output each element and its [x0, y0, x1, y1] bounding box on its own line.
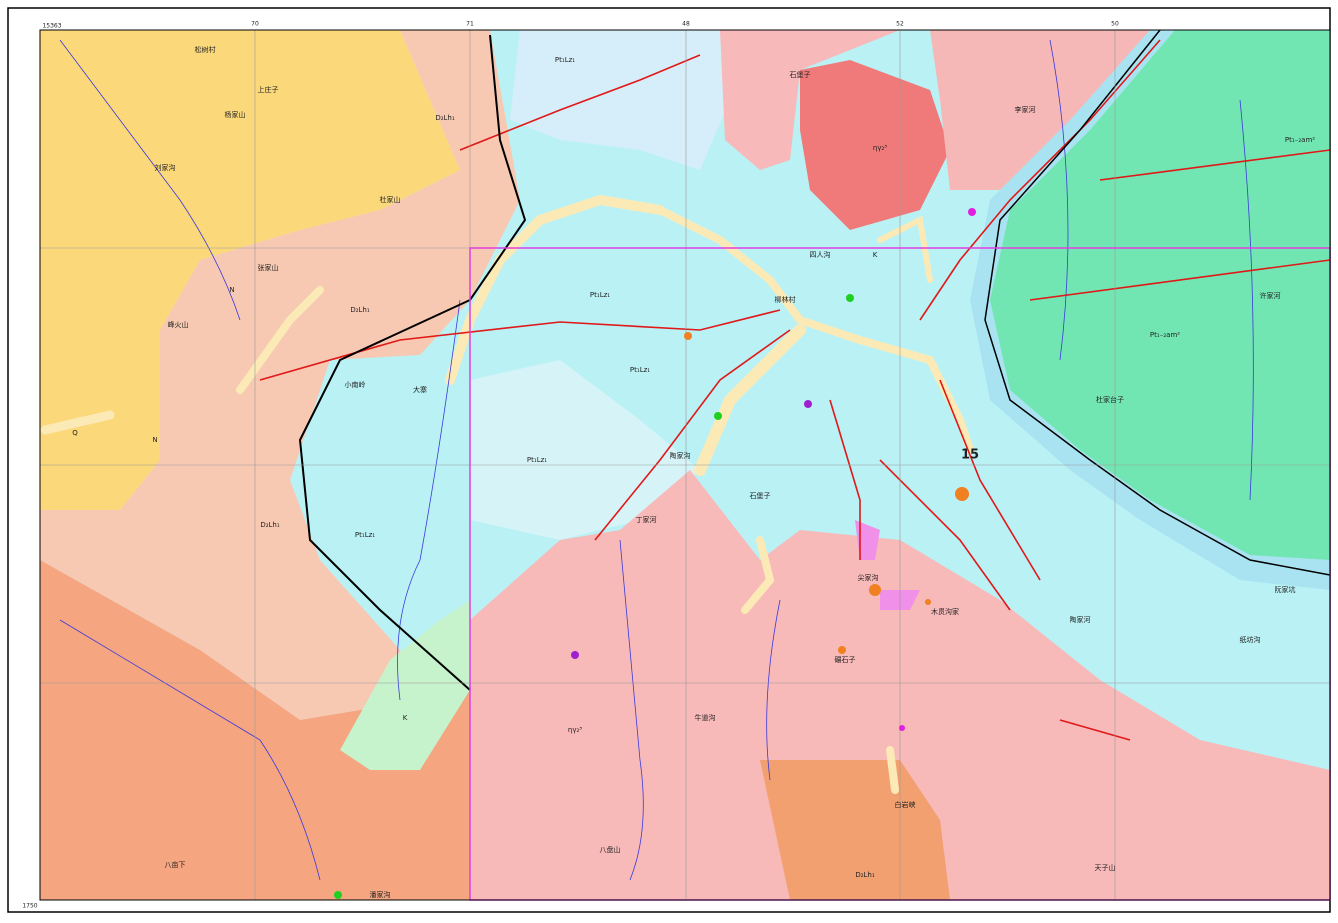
map-label: 碾石子: [835, 656, 856, 664]
corner-label: 1750: [22, 903, 37, 910]
grid-tick-label: 71: [466, 21, 474, 28]
map-label: 柳林村: [775, 295, 796, 304]
map-label: 八亩下: [165, 860, 186, 869]
unit-red-granite: [800, 60, 950, 230]
map-label: 大寨: [413, 385, 427, 394]
map-label: 上庄子: [258, 85, 279, 94]
map-label: 陶家河: [1070, 615, 1091, 624]
map-label: 白岩峡: [895, 800, 916, 809]
map-label: 杜家山: [380, 195, 401, 204]
map-label: 八盘山: [600, 845, 621, 854]
map-label: Pt₁₋₂am²: [1285, 136, 1315, 144]
map-label: 李家河: [1015, 105, 1036, 114]
contact: [984, 29, 1331, 576]
mineral-points: [334, 208, 976, 899]
map-label: D₂Lh₁: [260, 521, 280, 529]
map-label: N: [229, 286, 234, 294]
map-label: N: [152, 436, 157, 444]
map-label: D₂Lh₁: [855, 871, 875, 879]
quaternary: [40, 194, 974, 794]
rivers: [59, 39, 1254, 881]
map-label: 潘家沟: [370, 890, 391, 899]
grid-tick-label: 48: [682, 21, 690, 28]
map-label: 张家山: [258, 263, 279, 272]
map-label: 四人沟: [810, 250, 831, 259]
map-label: 阮家坑: [1275, 585, 1296, 594]
map-label: 木贯沟家: [931, 607, 959, 616]
map-label: 杜家台子: [1096, 395, 1124, 404]
unit-d2lh1b: [760, 760, 950, 900]
map-label: Pt₁Lz₁: [630, 366, 650, 374]
unit-light: [470, 360, 700, 540]
map-label: D₂Lh₁: [435, 114, 455, 122]
map-label: Pt₁Lz₁: [355, 531, 375, 539]
map-label: K: [403, 714, 408, 722]
map-label: Pt₁Lz₁: [555, 56, 575, 64]
map-label: 小南岭: [345, 380, 366, 389]
grid-tick-label: 70: [251, 21, 259, 28]
map-label: 刘家沟: [155, 163, 176, 172]
map-label: 许家河: [1260, 291, 1281, 300]
map-label: 丁家河: [636, 515, 657, 524]
map-label: 纸坊沟: [1240, 635, 1261, 644]
map-label: Pt₁Lz₁: [527, 456, 547, 464]
map-label: 松树村: [195, 45, 216, 54]
unit-magenta: [855, 520, 880, 560]
unit-k: [340, 600, 470, 770]
corner-label: 15363: [42, 23, 61, 30]
map-label: 峰火山: [168, 320, 189, 329]
map-label: 石堡子: [790, 70, 811, 79]
map-label: 尖家沟: [858, 573, 879, 582]
unit-granite-n: [720, 30, 900, 170]
grid-tick-label: 52: [896, 21, 904, 28]
map-label: K: [873, 251, 878, 259]
map-label: D₂Lh₁: [350, 306, 370, 314]
unit-pt-am: [990, 30, 1330, 560]
map-label: ηγ₂³: [568, 726, 582, 734]
grid-tick-label: 50: [1111, 21, 1119, 28]
map-label: ηγ₂³: [873, 144, 887, 152]
map-label: 牛道沟: [695, 713, 716, 722]
map-label: 杨家山: [225, 110, 246, 119]
map-label: 15: [961, 448, 979, 463]
unconformity: [298, 34, 527, 691]
map-label: Pt₁₋₂am²: [1150, 331, 1180, 339]
unit-granite-ne: [930, 30, 1150, 190]
unit-n: [40, 30, 460, 510]
map-label: 陶家沟: [670, 451, 691, 460]
map-label: 天子山: [1095, 863, 1116, 872]
map-label: Q: [72, 429, 78, 437]
map-label: 石堡子: [750, 491, 771, 500]
map-frame: [39, 29, 1331, 901]
map-label: Pt₁Lz₁: [590, 291, 610, 299]
